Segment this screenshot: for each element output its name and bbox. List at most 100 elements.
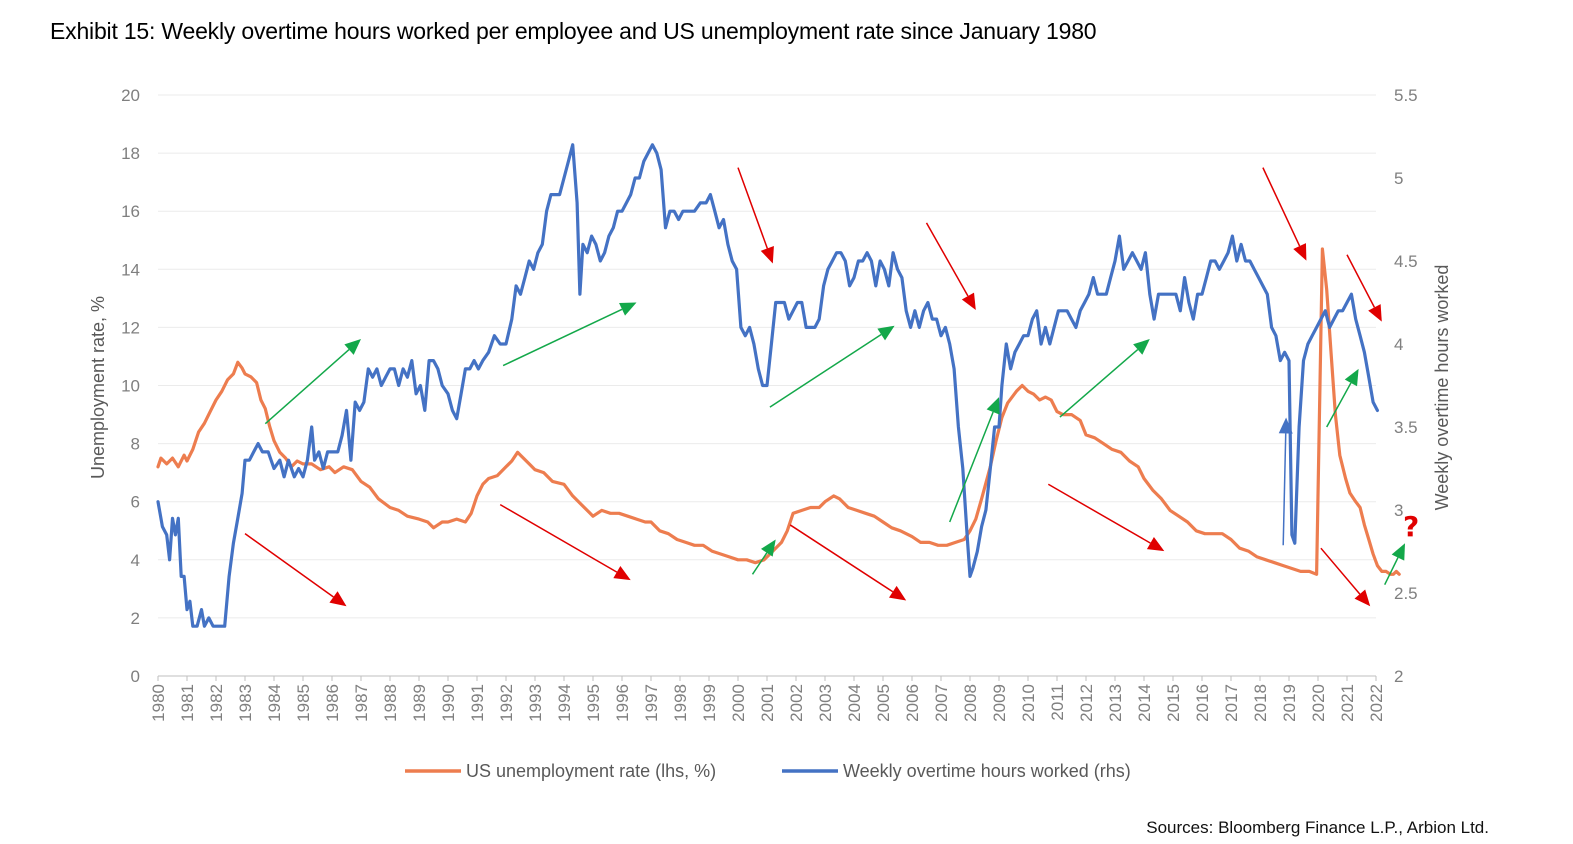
arrow-up-head bbox=[619, 302, 637, 316]
x-tick-label: 2007 bbox=[932, 684, 951, 722]
legend-label-overtime: Weekly overtime hours worked (rhs) bbox=[843, 761, 1131, 781]
arrow-down-shaft bbox=[737, 167, 769, 249]
arrow-up-head bbox=[1391, 543, 1405, 561]
arrow-up-shaft bbox=[1326, 382, 1352, 428]
right-tick-label: 5.5 bbox=[1394, 86, 1418, 105]
arrow-down-shaft bbox=[1320, 547, 1361, 595]
left-tick-label: 6 bbox=[131, 493, 140, 512]
right-tick-label: 5 bbox=[1394, 169, 1403, 188]
right-tick-label: 4.5 bbox=[1394, 252, 1418, 271]
x-tick-label: 1995 bbox=[584, 684, 603, 722]
x-tick-label: 2015 bbox=[1164, 684, 1183, 722]
x-tick-label: 1981 bbox=[178, 684, 197, 722]
x-tick-label: 1985 bbox=[294, 684, 313, 722]
arrow-down-shaft bbox=[1346, 254, 1376, 308]
legend: US unemployment rate (lhs, %) Weekly ove… bbox=[405, 761, 1131, 781]
x-tick-label: 2000 bbox=[729, 684, 748, 722]
x-tick-label: 1984 bbox=[265, 684, 284, 722]
x-tick-label: 2022 bbox=[1367, 684, 1386, 722]
left-tick-label: 10 bbox=[121, 377, 140, 396]
chart-title: Exhibit 15: Weekly overtime hours worked… bbox=[50, 18, 1097, 44]
arrow-up-shaft bbox=[949, 411, 994, 523]
arrow-up-shaft bbox=[1384, 557, 1399, 586]
left-tick-label: 12 bbox=[121, 318, 140, 337]
left-tick-label: 4 bbox=[131, 551, 140, 570]
right-tick-label: 2.5 bbox=[1394, 584, 1418, 603]
x-tick-label: 1983 bbox=[236, 684, 255, 722]
x-tick-label: 2010 bbox=[1019, 684, 1038, 722]
arrow-up-head bbox=[877, 325, 895, 341]
x-tick-label: 2017 bbox=[1222, 684, 1241, 722]
source-note: Sources: Bloomberg Finance L.P., Arbion … bbox=[1146, 818, 1489, 837]
left-tick-label: 20 bbox=[121, 86, 140, 105]
arrow-down-shaft bbox=[1047, 483, 1151, 544]
left-tick-label: 2 bbox=[131, 609, 140, 628]
x-tick-label: 1993 bbox=[526, 684, 545, 722]
question-mark-annotation: ? bbox=[1403, 510, 1419, 543]
legend-label-unemployment: US unemployment rate (lhs, %) bbox=[466, 761, 716, 781]
arrow-down-head bbox=[888, 585, 907, 601]
x-tick-label: 1980 bbox=[149, 684, 168, 722]
arrow-down-head bbox=[1293, 243, 1307, 261]
x-tick-label: 1989 bbox=[410, 684, 429, 722]
x-tick-label: 2001 bbox=[758, 684, 777, 722]
arrow-up-shaft bbox=[264, 349, 350, 425]
x-tick-label: 2003 bbox=[816, 684, 835, 722]
arrow-down-shaft bbox=[925, 222, 969, 297]
right-tick-label: 2 bbox=[1394, 667, 1403, 686]
annotation-arrows bbox=[244, 167, 1405, 607]
x-tick-label: 2008 bbox=[961, 684, 980, 722]
left-axis-title: Unemployment rate, % bbox=[88, 296, 108, 479]
x-tick-label: 1994 bbox=[555, 684, 574, 722]
series-line-overtime bbox=[156, 143, 1379, 628]
x-tick-label: 1987 bbox=[352, 684, 371, 722]
right-tick-label: 4 bbox=[1394, 335, 1403, 354]
x-tick-label: 2002 bbox=[787, 684, 806, 722]
x-tick-label: 2021 bbox=[1338, 684, 1357, 722]
x-tick-label: 1992 bbox=[497, 684, 516, 722]
x-tick-label: 2012 bbox=[1077, 684, 1096, 722]
x-tick-label: 2020 bbox=[1309, 684, 1328, 722]
left-tick-label: 16 bbox=[121, 202, 140, 221]
x-tick-label: 2009 bbox=[990, 684, 1009, 722]
left-tick-label: 14 bbox=[121, 260, 140, 279]
x-tick-label: 2013 bbox=[1106, 684, 1125, 722]
arrow-down-head bbox=[329, 591, 347, 607]
arrow-down-shaft bbox=[244, 533, 334, 598]
gridlines bbox=[158, 94, 1376, 619]
x-axis-ticks: 1980 1981 1982 1983 1984 1985 1986 1987 1988 1989… bbox=[149, 676, 1386, 722]
right-axis-ticks: 2 2.5 3 3.5 4 4.5 5 5.5 bbox=[1394, 86, 1418, 686]
arrow-down-head bbox=[1146, 537, 1165, 552]
arrow-up-shaft bbox=[751, 552, 768, 575]
arrow-up-shaft bbox=[502, 308, 623, 367]
x-tick-label: 1988 bbox=[381, 684, 400, 722]
right-tick-label: 3 bbox=[1394, 501, 1403, 520]
right-tick-label: 3.5 bbox=[1394, 418, 1418, 437]
left-tick-label: 8 bbox=[131, 435, 140, 454]
x-tick-label: 2004 bbox=[845, 684, 864, 722]
arrow-up-head bbox=[1133, 339, 1150, 355]
right-axis-title: Weekly overtime hours worked bbox=[1432, 265, 1452, 511]
x-tick-label: 1986 bbox=[323, 684, 342, 722]
left-axis-ticks: 0 2 4 6 8 10 12 14 16 18 20 bbox=[121, 86, 140, 686]
arrow-up-head bbox=[344, 339, 361, 355]
x-tick-label: 2019 bbox=[1280, 684, 1299, 722]
x-tick-label: 2014 bbox=[1135, 684, 1154, 722]
series-layer bbox=[156, 143, 1401, 628]
arrow-down-head bbox=[613, 566, 631, 581]
arrow-down-shaft bbox=[499, 503, 618, 573]
arrow-blue-up-head bbox=[1278, 417, 1293, 434]
arrow-up-head bbox=[1344, 368, 1359, 387]
arrow-up-head bbox=[761, 539, 776, 557]
arrow-down-head bbox=[1368, 304, 1382, 322]
arrow-down-shaft bbox=[1262, 167, 1301, 247]
x-tick-label: 1998 bbox=[671, 684, 690, 722]
series-line-unemployment bbox=[156, 247, 1401, 576]
arrow-up-shaft bbox=[1059, 348, 1139, 418]
left-tick-label: 0 bbox=[131, 667, 140, 686]
left-tick-label: 18 bbox=[121, 144, 140, 163]
arrow-blue-up-shaft bbox=[1282, 433, 1287, 546]
x-tick-label: 2011 bbox=[1048, 684, 1067, 721]
x-tick-label: 2006 bbox=[903, 684, 922, 722]
